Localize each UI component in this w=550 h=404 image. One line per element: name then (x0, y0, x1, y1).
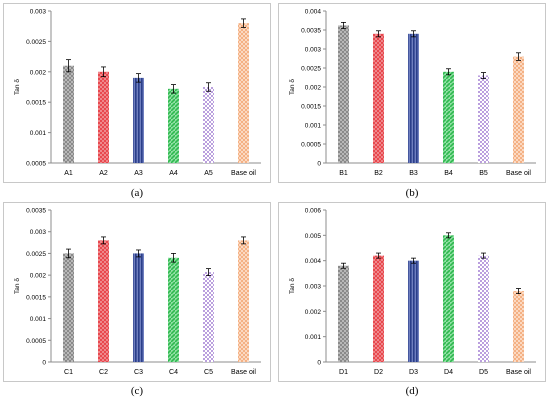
bar-a3 (133, 77, 144, 163)
bar-c3 (133, 253, 144, 362)
y-tick-label: 0.0015 (301, 104, 321, 111)
x-tick-label: Base oil (231, 170, 256, 177)
x-tick-label: B1 (339, 170, 348, 177)
y-tick-label: 0.004 (305, 258, 322, 265)
y-tick-label: 0.002 (30, 273, 47, 280)
bar-base-oil (238, 240, 249, 362)
y-tick-label: 0.002 (30, 69, 47, 76)
bar-a4 (168, 88, 179, 163)
x-tick-label: C1 (64, 369, 73, 376)
x-tick-label: Base oil (506, 369, 531, 376)
x-tick-label: C4 (169, 369, 178, 376)
bar-a5 (203, 87, 214, 163)
y-tick-label: 0.004 (305, 9, 322, 16)
x-tick-label: A2 (99, 170, 108, 177)
y-tick-label: 0.006 (305, 208, 322, 215)
y-tick-label: 0.005 (305, 233, 322, 240)
x-tick-label: A1 (64, 170, 73, 177)
bar-d3 (408, 260, 419, 362)
y-tick-label: 0.0005 (301, 142, 321, 149)
y-tick-label: 0.001 (305, 334, 322, 341)
caption-d: (d) (405, 385, 419, 397)
x-tick-label: D2 (374, 369, 383, 376)
bar-d1 (338, 265, 349, 362)
y-tick-label: 0.001 (305, 123, 322, 130)
y-tick-label: 0.003 (30, 229, 47, 236)
y-tick-label: 0 (317, 161, 321, 168)
x-tick-label: D1 (339, 369, 348, 376)
x-tick-label: D5 (479, 369, 488, 376)
bar-b2 (373, 33, 384, 163)
y-tick-label: 0.0035 (301, 28, 321, 35)
bar-b1 (338, 25, 349, 163)
bar-base-oil (238, 23, 249, 163)
chart-panel-d: 0 0.001 0.002 0.003 0.004 0.005 0.006 Tan δ D1 D2… (289, 208, 536, 376)
y-tick-label: 0.0005 (26, 338, 46, 345)
y-tick-label: 0.003 (305, 47, 322, 54)
x-tick-label: D3 (409, 369, 418, 376)
bar-d5 (478, 255, 489, 362)
x-tick-label: A4 (169, 170, 178, 177)
bar-d4 (443, 235, 454, 362)
y-axis-title: Tan δ (289, 79, 296, 95)
x-tick-label: B2 (374, 170, 383, 177)
y-tick-label: 0.0025 (26, 39, 46, 46)
x-tick-label: D4 (444, 369, 453, 376)
y-tick-label: 0.0015 (26, 294, 46, 301)
caption-c: (c) (130, 385, 144, 397)
bar-c1 (63, 253, 74, 362)
y-tick-label: 0.002 (305, 309, 322, 316)
x-tick-label: B4 (444, 170, 453, 177)
y-axis-title: Tan δ (289, 278, 296, 294)
y-tick-label: 0.0005 (26, 161, 46, 168)
y-axis-title: Tan δ (14, 278, 21, 294)
x-tick-label: A5 (204, 170, 213, 177)
y-tick-label: 0.003 (305, 284, 322, 291)
chart-panel-b: 0 0.0005 0.001 0.0015 0.002 0.0025 0.003 0.0035… (289, 9, 536, 177)
bar-c4 (168, 257, 179, 362)
bar-c2 (98, 240, 109, 362)
caption-b: (b) (405, 187, 419, 199)
bar-a1 (63, 65, 74, 163)
x-tick-label: B5 (479, 170, 488, 177)
bar-a2 (98, 71, 109, 163)
y-tick-label: 0.001 (30, 316, 47, 323)
bar-b3 (408, 33, 419, 163)
y-tick-label: 0.0035 (26, 208, 46, 215)
chart-panel-c: 0 0.0005 0.001 0.0015 0.002 0.0025 0.003 0.0035… (14, 208, 261, 376)
bar-b5 (478, 75, 489, 163)
bar-base-oil (513, 291, 524, 362)
x-tick-label: C5 (204, 369, 213, 376)
y-axis-title: Tan δ (14, 79, 21, 95)
x-tick-label: A3 (134, 170, 143, 177)
y-tick-label: 0.001 (30, 130, 47, 137)
y-tick-label: 0 (42, 360, 46, 367)
bar-b4 (443, 71, 454, 163)
caption-a: (a) (130, 187, 144, 199)
bar-d2 (373, 255, 384, 362)
x-tick-label: C3 (134, 369, 143, 376)
bar-base-oil (513, 56, 524, 163)
bar-c5 (203, 272, 214, 362)
y-tick-label: 0.0015 (26, 100, 46, 107)
chart-panel-a: 0.0005 0.001 0.0015 0.002 0.0025 0.003 Tan δ A1… (14, 9, 261, 177)
y-tick-label: 0.003 (30, 9, 47, 16)
x-tick-label: C2 (99, 369, 108, 376)
y-tick-label: 0.002 (305, 85, 322, 92)
y-tick-label: 0.0025 (26, 251, 46, 258)
x-tick-label: Base oil (506, 170, 531, 177)
y-tick-label: 0 (317, 360, 321, 367)
x-tick-label: Base oil (231, 369, 256, 376)
x-tick-label: B3 (409, 170, 418, 177)
y-tick-label: 0.0025 (301, 66, 321, 73)
